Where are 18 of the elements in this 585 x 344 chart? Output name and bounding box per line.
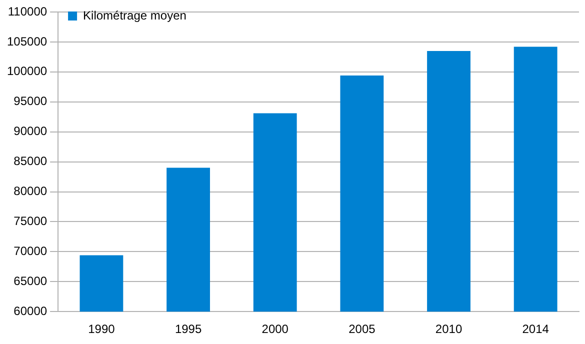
y-tick-label: 70000 — [14, 244, 48, 258]
y-tick-label: 80000 — [14, 184, 48, 198]
y-tick-label: 100000 — [6, 64, 48, 78]
x-tick-label: 2010 — [435, 322, 462, 336]
y-tick-label: 65000 — [14, 274, 48, 288]
y-tick-label: 60000 — [14, 304, 48, 318]
y-tick-label: 90000 — [14, 124, 48, 138]
x-tick-label: 1990 — [88, 322, 116, 336]
legend-label: Kilométrage moyen — [83, 8, 186, 22]
x-tick-label: 2005 — [348, 322, 376, 336]
x-tick-label: 2000 — [262, 322, 289, 336]
y-tick-label: 75000 — [14, 214, 48, 228]
x-tick-label: 2014 — [522, 322, 550, 336]
y-tick-label: 105000 — [6, 34, 48, 48]
y-tick-label: 85000 — [14, 154, 48, 168]
y-tick-label: 110000 — [8, 4, 48, 18]
y-tick-label: 95000 — [14, 94, 48, 108]
x-tick-label: 1995 — [174, 322, 202, 336]
